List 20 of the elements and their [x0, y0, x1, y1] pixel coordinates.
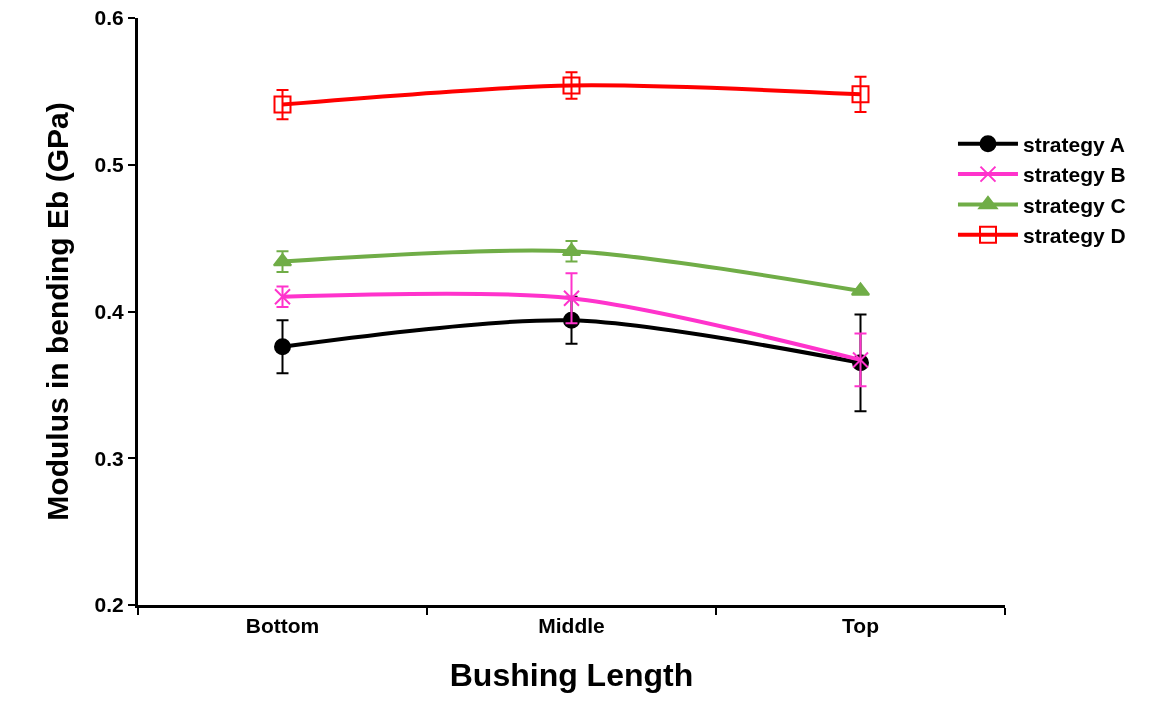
y-tick-label: 0.2: [94, 593, 124, 617]
y-axis-title: Modulus in bending Eb (GPa): [40, 102, 74, 521]
point: [851, 85, 870, 104]
legend-label: strategy A: [1022, 133, 1125, 156]
point: [561, 242, 582, 257]
x-tick-label: Top: [842, 614, 879, 638]
legend-label: strategy D: [1022, 223, 1126, 247]
y-tick-label: 0.5: [94, 153, 125, 177]
y-tick-label: 0.3: [94, 446, 124, 470]
point: [273, 95, 292, 114]
point: [274, 338, 291, 356]
point: [562, 76, 581, 95]
x-tick-label: Middle: [538, 614, 605, 638]
y-tick-label: 0.6: [94, 6, 124, 30]
legend-label: strategy B: [1022, 163, 1126, 187]
legend-label: strategy C: [1022, 193, 1126, 217]
y-tick-label: 0.4: [94, 299, 125, 323]
point: [563, 289, 580, 307]
x-axis-title: Bushing Length: [449, 657, 694, 694]
x-tick-label: Bottom: [245, 614, 320, 638]
